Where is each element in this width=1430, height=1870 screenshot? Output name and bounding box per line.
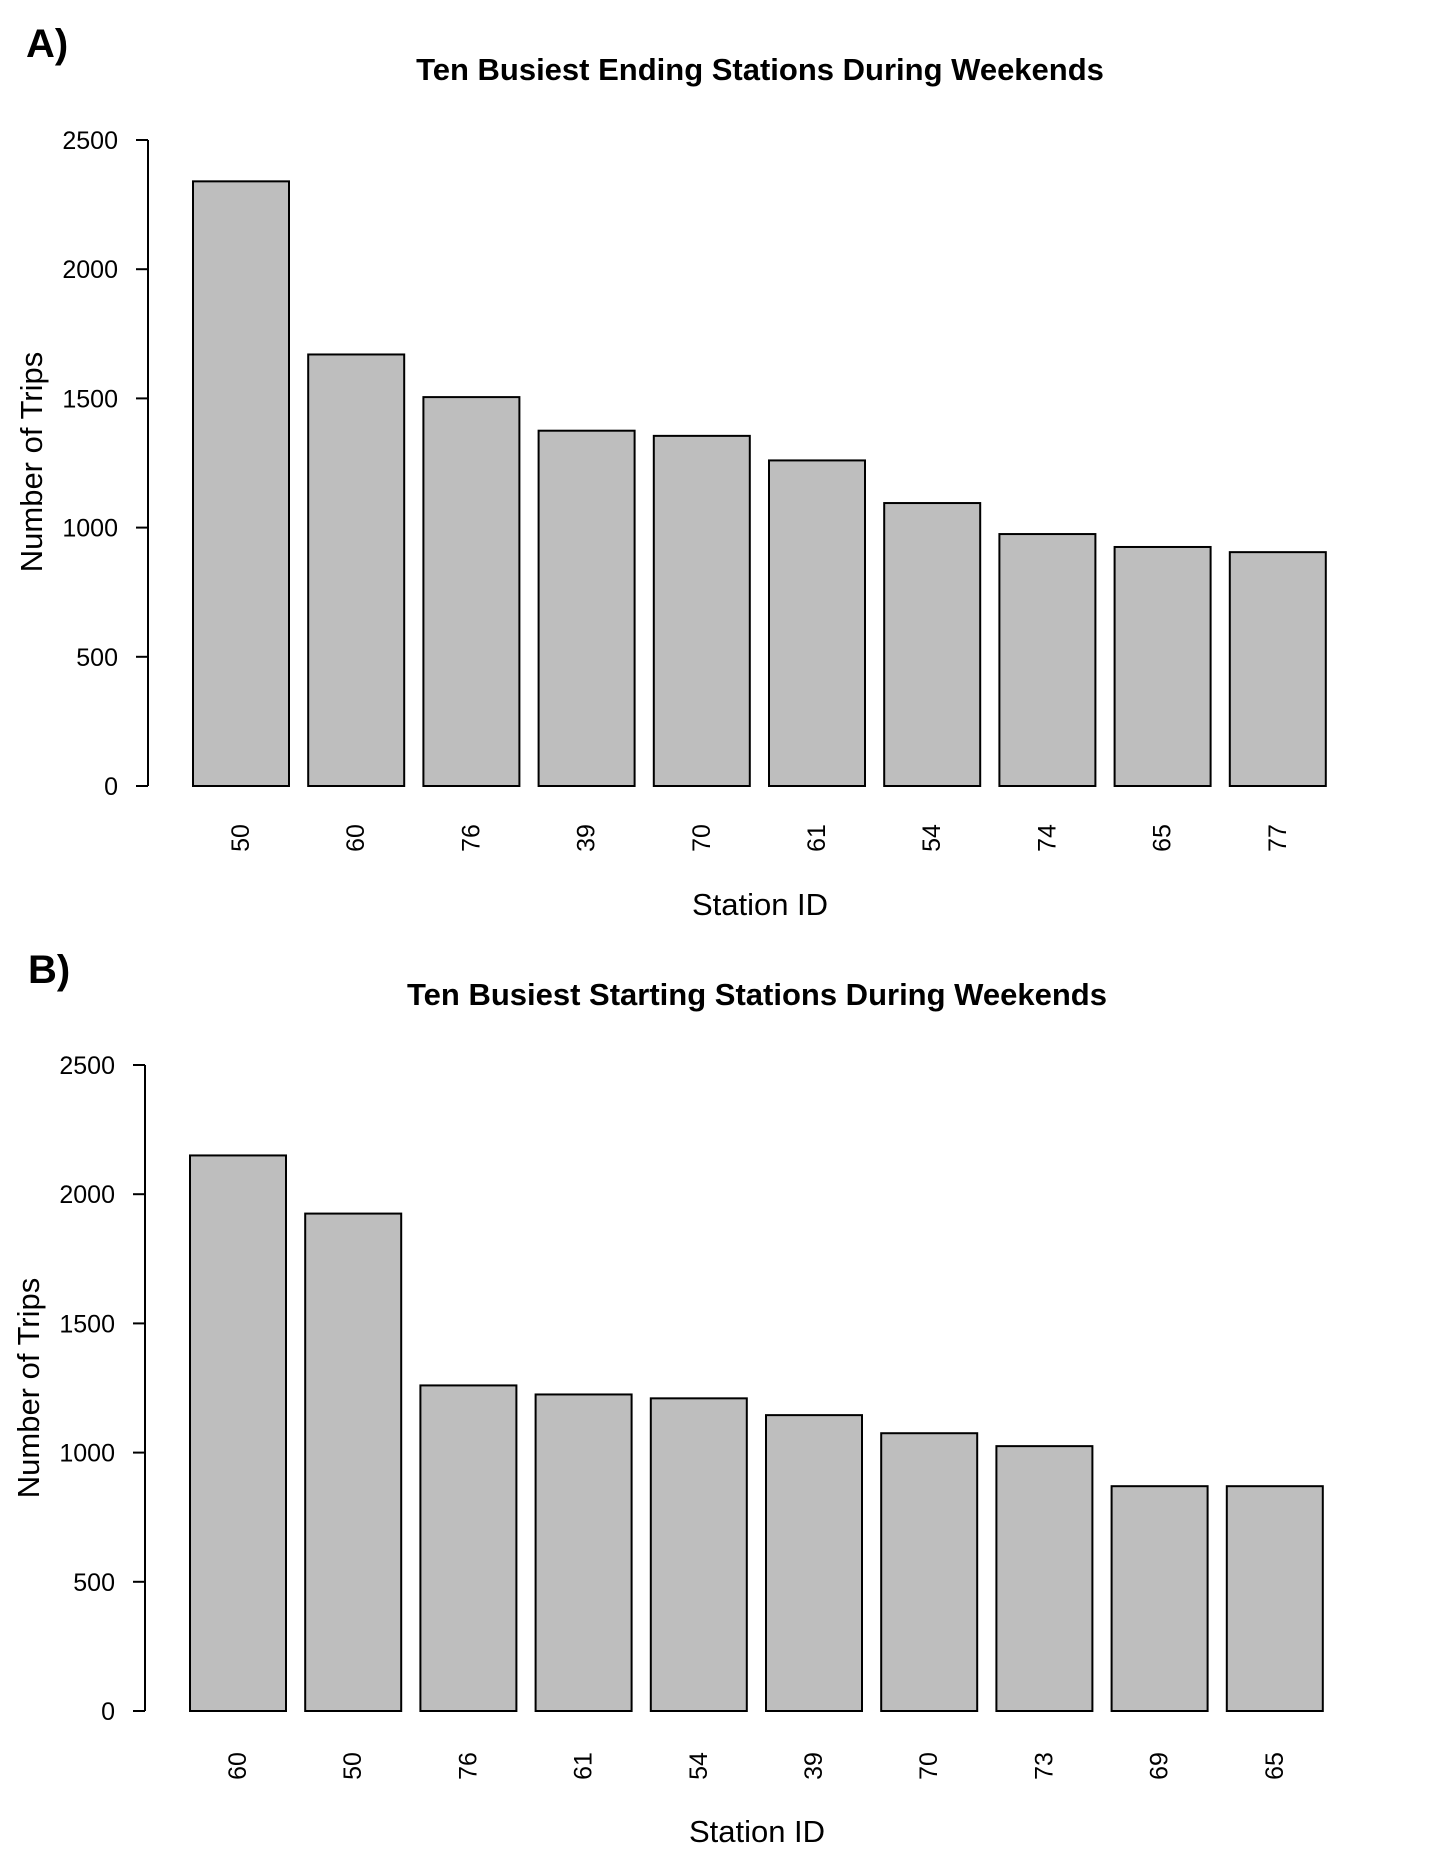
x-tick-label: 60 — [224, 1752, 252, 1780]
x-tick-label: 39 — [800, 1752, 828, 1780]
bar-50 — [192, 180, 290, 787]
x-tick-label: 70 — [915, 1752, 943, 1780]
bar-73 — [995, 1445, 1094, 1712]
y-tick-label: 1500 — [62, 385, 118, 413]
bar-61 — [768, 459, 866, 787]
bar-61 — [534, 1393, 633, 1712]
y-tick-label: 2500 — [59, 1052, 115, 1080]
bar-74 — [998, 533, 1097, 787]
x-tick-label: 77 — [1264, 824, 1292, 852]
x-tick-label: 61 — [803, 824, 831, 852]
x-tick-label: 54 — [918, 824, 946, 852]
bar-70 — [652, 434, 751, 787]
x-tick-label: 74 — [1033, 824, 1061, 852]
chart-a: Ten Busiest Ending Stations During Weeke… — [14, 52, 1327, 922]
y-tick-label: 2000 — [62, 256, 118, 284]
chart-b: Ten Busiest Starting Stations During Wee… — [11, 977, 1324, 1849]
y-tick-label: 1000 — [59, 1440, 115, 1468]
y-tick-label: 1000 — [62, 515, 118, 543]
x-axis-title: Station ID — [689, 1814, 825, 1849]
x-tick-label: 73 — [1030, 1752, 1058, 1780]
bar-60 — [307, 353, 406, 787]
bar-39 — [765, 1414, 863, 1712]
x-tick-label: 54 — [685, 1752, 713, 1780]
x-tick-label: 60 — [342, 824, 370, 852]
x-axis-title: Station ID — [692, 887, 828, 922]
bar-54 — [883, 502, 982, 787]
bar-76 — [419, 1384, 518, 1713]
panel-label-a: A) — [26, 22, 69, 66]
x-tick-label: 65 — [1261, 1752, 1289, 1780]
bar-50 — [304, 1212, 403, 1712]
y-tick-label: 0 — [101, 1698, 115, 1726]
y-tick-label: 0 — [104, 773, 118, 801]
x-tick-label: 65 — [1149, 824, 1177, 852]
x-tick-label: 50 — [227, 824, 255, 852]
y-axis-title: Number of Trips — [11, 1278, 46, 1499]
bar-70 — [880, 1432, 979, 1712]
y-axis-title: Number of Trips — [14, 352, 49, 573]
x-tick-label: 39 — [573, 824, 601, 852]
bar-77 — [1228, 551, 1327, 788]
x-tick-label: 76 — [454, 1752, 482, 1780]
bar-54 — [649, 1397, 748, 1713]
x-tick-label: 69 — [1146, 1752, 1174, 1780]
y-tick-label: 2000 — [59, 1181, 115, 1209]
x-tick-label: 70 — [688, 824, 716, 852]
panel-label-b: B) — [28, 948, 71, 992]
y-tick-label: 500 — [76, 644, 118, 672]
y-tick-label: 500 — [73, 1569, 115, 1597]
chart-title: Ten Busiest Starting Stations During Wee… — [407, 977, 1107, 1012]
x-tick-label: 76 — [457, 824, 485, 852]
y-tick-label: 1500 — [59, 1310, 115, 1338]
y-tick-label: 2500 — [62, 127, 118, 155]
x-tick-label: 50 — [339, 1752, 367, 1780]
bar-39 — [537, 429, 636, 787]
bar-60 — [189, 1154, 287, 1712]
bar-65 — [1113, 545, 1212, 787]
bar-65 — [1225, 1485, 1324, 1713]
bar-69 — [1110, 1485, 1209, 1713]
x-tick-label: 61 — [570, 1752, 598, 1780]
chart-title: Ten Busiest Ending Stations During Weeke… — [416, 52, 1104, 87]
bar-76 — [422, 396, 521, 787]
